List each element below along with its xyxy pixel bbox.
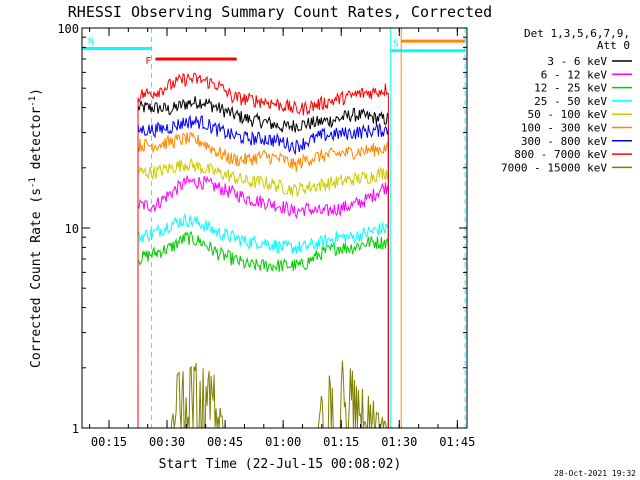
x-tick-label: 00:45 — [207, 435, 243, 449]
legend-entry-label: 25 - 50 keV — [534, 95, 607, 108]
series-line — [138, 360, 389, 429]
y-axis: 1 10 100 — [57, 22, 467, 436]
y-axis-label-part: detector — [29, 107, 44, 178]
y-tick-label: 1 — [72, 422, 79, 436]
series-line — [137, 72, 389, 428]
flag-label: F — [145, 56, 151, 67]
x-tick-label: 01:30 — [381, 435, 417, 449]
legend-entry-label: 100 - 300 keV — [521, 122, 607, 135]
legend-entry-label: 50 - 100 keV — [528, 108, 608, 121]
legend-entry-label: 12 - 25 keV — [534, 82, 607, 95]
legend-entry-label: 7000 - 15000 keV — [501, 161, 607, 174]
chart-title: RHESSI Observing Summary Count Rates, Co… — [68, 3, 492, 21]
x-tick-label: 00:30 — [149, 435, 185, 449]
x-tick-label: 01:15 — [323, 435, 359, 449]
y-axis-label-part: ) — [29, 88, 44, 96]
legend-entry-label: 300 - 800 keV — [521, 135, 607, 148]
series-line — [137, 158, 389, 428]
series-line — [137, 175, 389, 428]
series-line — [137, 96, 389, 428]
legend-entry-label: 3 - 6 keV — [547, 55, 607, 68]
flag-label: N — [88, 36, 94, 47]
y-tick-label: 100 — [57, 22, 79, 36]
footer-timestamp: 28-Oct-2021 19:32 — [554, 469, 636, 478]
legend-entry-label: 6 - 12 keV — [541, 68, 608, 81]
series-line — [137, 231, 389, 428]
flag-label: S — [393, 39, 399, 50]
series-line — [137, 212, 389, 428]
x-tick-label: 01:00 — [265, 435, 301, 449]
x-axis: 00:15 00:30 00:45 01:00 01:15 01:30 01:45 — [89, 28, 475, 449]
legend-header: Att 0 — [597, 39, 630, 52]
y-tick-label: 10 — [65, 222, 79, 236]
legend-header: Det 1,3,5,6,7,9, — [524, 27, 630, 40]
y-axis-label-part: -1 — [28, 96, 38, 107]
x-axis-label: Start Time (22-Jul-15 00:08:02) — [159, 457, 402, 472]
y-axis-label-part: -1 — [28, 177, 38, 188]
x-tick-label: 00:15 — [91, 435, 127, 449]
y-axis-label: Corrected Count Rate (s-1 detector-1) — [28, 88, 44, 368]
series-line — [137, 114, 389, 428]
legend-entry-label: 800 - 7000 keV — [514, 148, 607, 161]
plot-frame — [81, 27, 468, 429]
x-tick-label: 01:45 — [439, 435, 475, 449]
y-axis-label-part: Corrected Count Rate (s — [29, 188, 44, 368]
plot-area: N F S — [82, 28, 466, 429]
series-line — [137, 131, 389, 428]
